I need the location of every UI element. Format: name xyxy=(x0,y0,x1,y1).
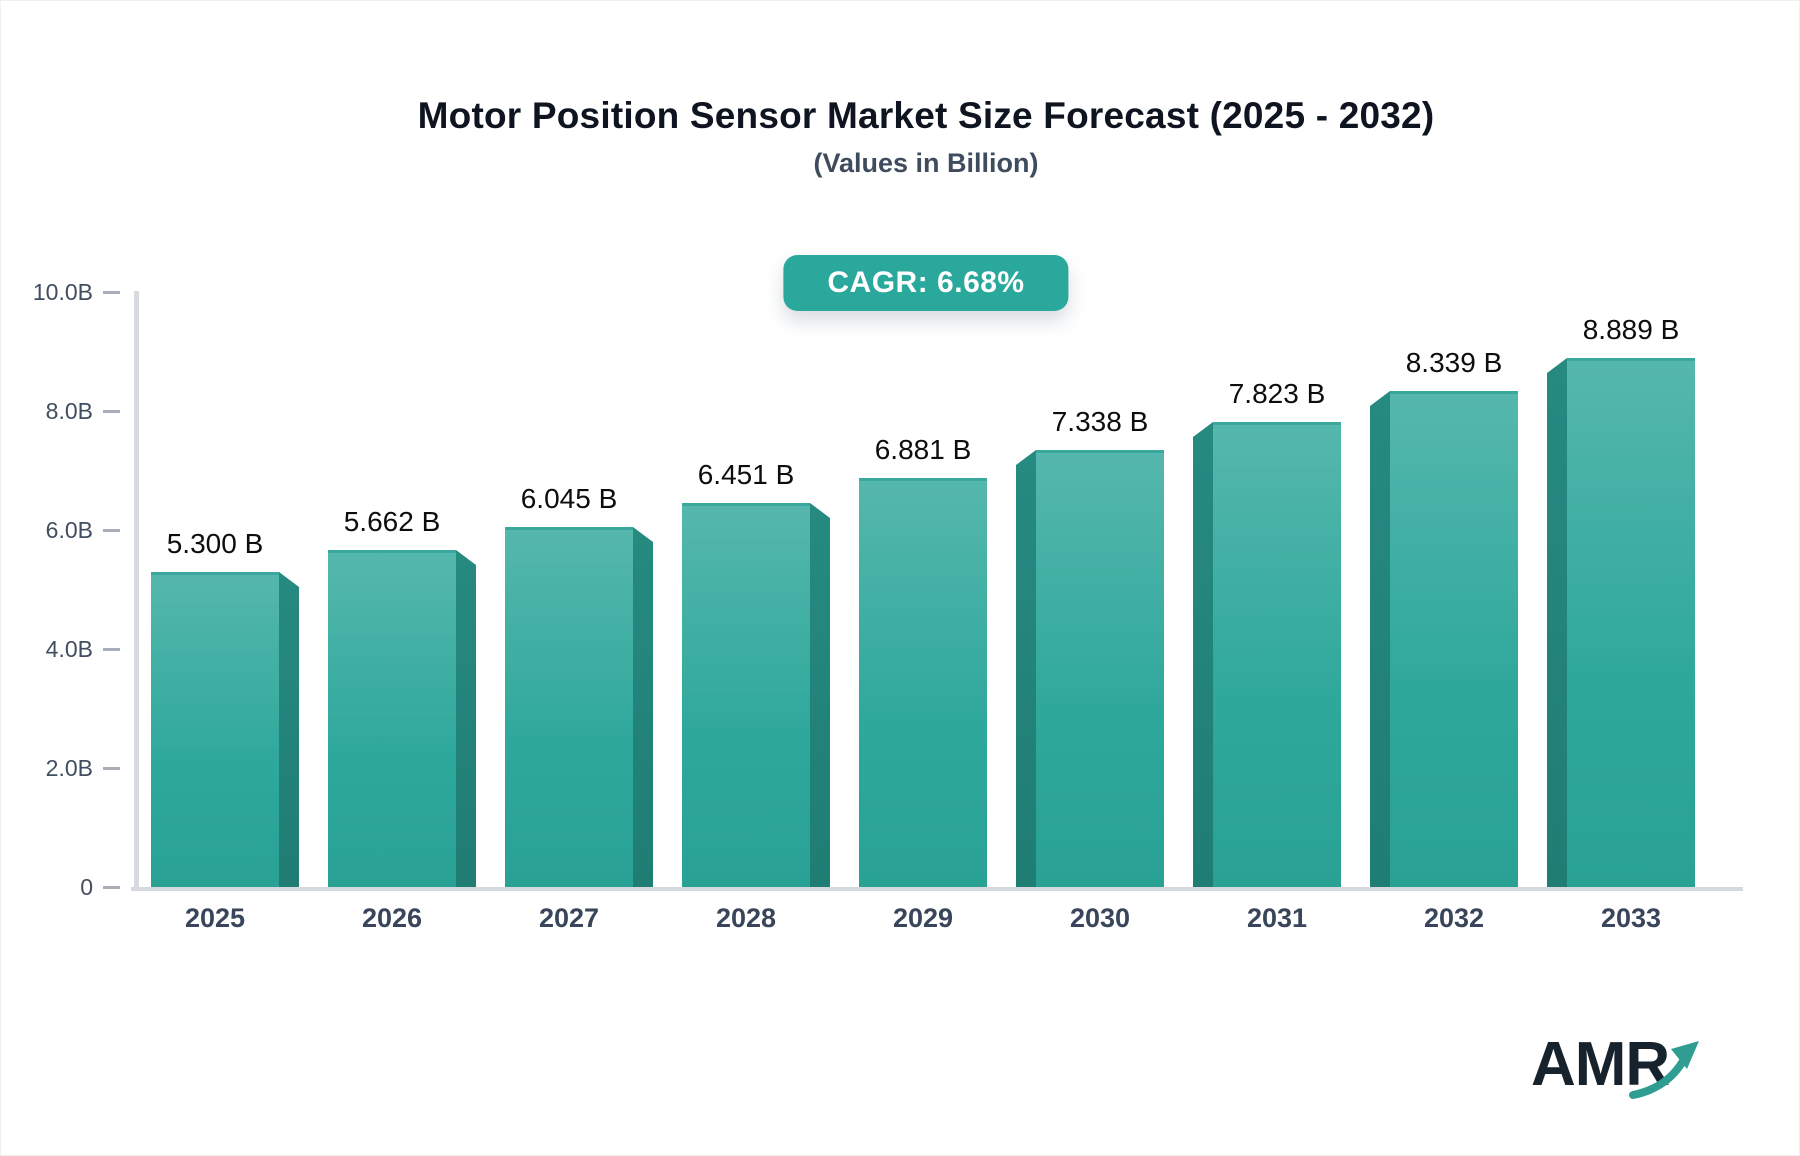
x-tick-label: 2029 xyxy=(892,903,954,933)
bar-2030 xyxy=(1036,450,1164,887)
y-tick-label: 6.0B xyxy=(45,517,93,543)
x-axis-line xyxy=(131,887,1743,891)
x-tick-label: 2026 xyxy=(361,903,423,933)
bar-2028 xyxy=(682,503,810,887)
x-tick-label: 2031 xyxy=(1246,903,1308,933)
x-tick-label: 2028 xyxy=(715,903,777,933)
bar-value-label: 5.662 B xyxy=(343,506,441,537)
bar-2029 xyxy=(859,478,987,887)
x-tick-label: 2032 xyxy=(1423,903,1485,933)
bar-side-face xyxy=(633,527,653,887)
bar-value-label: 7.338 B xyxy=(1051,406,1149,437)
x-tick-label: 2033 xyxy=(1600,903,1662,933)
bar-value-label: 8.339 B xyxy=(1405,347,1503,378)
y-tick-label: 8.0B xyxy=(45,398,93,424)
bar-2031 xyxy=(1213,422,1341,887)
x-tick-label: 2027 xyxy=(538,903,600,933)
y-tick-label: 2.0B xyxy=(45,755,93,781)
bar-side-face xyxy=(810,503,830,887)
y-tick-mark xyxy=(103,767,120,770)
bar-side-face xyxy=(279,572,299,887)
growth-arrow-icon xyxy=(1629,1041,1699,1099)
y-tick-mark xyxy=(103,291,120,294)
y-tick-mark xyxy=(103,410,120,413)
y-tick-label: 4.0B xyxy=(45,636,93,662)
bar-value-label: 5.300 B xyxy=(166,528,264,559)
amr-logo: AMR xyxy=(1531,1029,1699,1109)
bar-side-face xyxy=(1547,358,1567,887)
bar-2025 xyxy=(151,572,279,887)
bar-2026 xyxy=(328,550,456,887)
bar-side-face xyxy=(456,550,476,887)
chart-title: Motor Position Sensor Market Size Foreca… xyxy=(417,95,1435,136)
bar-value-label: 7.823 B xyxy=(1228,378,1326,409)
chart-subtitle: (Values in Billion) xyxy=(813,148,1039,178)
y-tick-label: 10.0B xyxy=(32,279,93,305)
x-tick-label: 2025 xyxy=(184,903,246,933)
bar-side-face xyxy=(1193,422,1213,887)
x-tick-label: 2030 xyxy=(1069,903,1131,933)
bar-value-label: 8.889 B xyxy=(1582,314,1680,345)
cagr-badge: CAGR: 6.68% xyxy=(783,255,1069,311)
bar-value-label: 6.045 B xyxy=(520,483,618,514)
y-tick-mark xyxy=(103,886,120,889)
y-axis-line xyxy=(134,291,139,891)
bar-2027 xyxy=(505,527,633,887)
bar-value-label: 6.451 B xyxy=(697,459,795,490)
y-tick-mark xyxy=(103,648,120,651)
y-tick-mark xyxy=(103,529,120,532)
bar-side-face xyxy=(1370,391,1390,887)
bar-2033 xyxy=(1567,358,1695,887)
bar-value-label: 6.881 B xyxy=(874,434,972,465)
bar-side-face xyxy=(1016,450,1036,887)
bar-2032 xyxy=(1390,391,1518,887)
y-tick-label: 0 xyxy=(80,874,93,900)
